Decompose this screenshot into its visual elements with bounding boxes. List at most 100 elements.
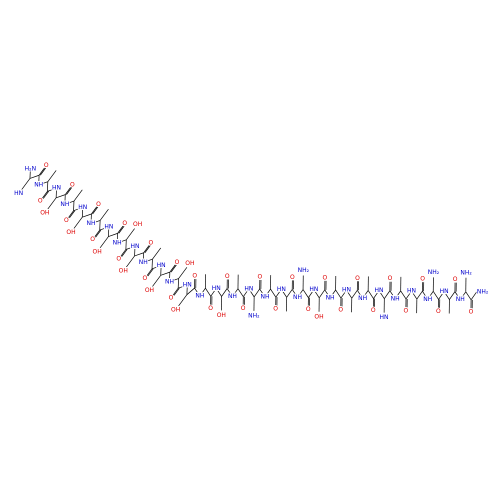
bond: [373, 290, 380, 299]
bond: [38, 181, 48, 186]
bond: [346, 289, 353, 299]
bond: [221, 288, 228, 297]
carbonyl-bond: [169, 264, 176, 273]
bond: [459, 291, 467, 300]
bond: [438, 291, 445, 300]
bond: [237, 288, 244, 297]
bond: [270, 288, 277, 298]
carbonyl-bond: [120, 249, 127, 257]
bond: [313, 289, 320, 298]
bond: [178, 284, 188, 289]
bond: [281, 289, 287, 298]
bond: [335, 289, 342, 299]
bond: [454, 291, 461, 300]
amine-label: HN: [309, 286, 318, 293]
side-chain-bond: [47, 197, 57, 210]
bond: [394, 290, 401, 300]
side-chain-label: HN: [380, 314, 389, 321]
side-chain-label: OH: [133, 221, 142, 228]
carbonyl-bond: [69, 210, 76, 219]
oxygen-label: O: [116, 256, 121, 263]
oxygen-label: O: [306, 306, 311, 313]
bond: [400, 290, 407, 300]
bond: [367, 290, 374, 299]
oxygen-label: O: [323, 274, 328, 281]
carbonyl-bond: [38, 167, 45, 176]
bond: [232, 288, 239, 297]
oxygen-label: O: [338, 307, 343, 314]
bond: [90, 220, 101, 224]
amine-label: NH: [326, 294, 335, 301]
side-chain-bond: [178, 294, 188, 307]
bond: [291, 289, 298, 298]
oxygen-label: O: [122, 220, 127, 227]
bond: [422, 290, 428, 300]
bond: [340, 289, 347, 299]
bond: [117, 239, 127, 244]
side-chain-bond: [152, 247, 162, 260]
bond: [210, 288, 217, 297]
side-chain-bond: [125, 255, 135, 268]
carbonyl-bond: [66, 187, 73, 195]
side-chain-label: NH₂: [460, 269, 472, 276]
side-chain-bond: [73, 216, 83, 229]
amine-label: HN: [104, 223, 113, 230]
amine-label: HN: [130, 243, 139, 250]
side-chain-label: OH: [145, 287, 154, 294]
amine-label: HN: [244, 285, 253, 292]
carbonyl-bond: [94, 229, 101, 238]
amine-label: HN: [183, 282, 192, 289]
bond: [134, 252, 144, 257]
bond: [389, 290, 396, 300]
amine-label: NH: [228, 293, 237, 300]
oxygen-label: O: [371, 307, 376, 314]
bond: [194, 287, 201, 297]
bond: [169, 278, 179, 283]
carbonyl-bond: [91, 206, 98, 215]
side-chain-label: OH: [119, 268, 128, 275]
bond: [64, 200, 75, 205]
bond: [56, 194, 66, 199]
amine-label: HN: [440, 288, 449, 295]
side-chain-label: OH: [40, 210, 49, 217]
bond: [427, 291, 434, 300]
oxygen-label: O: [403, 307, 408, 314]
bond: [143, 258, 153, 263]
side-chain-label: NH₂: [298, 267, 310, 274]
bond: [47, 187, 57, 192]
oxygen-label: O: [420, 276, 425, 283]
side-chain-label: NH₂: [248, 312, 260, 319]
amine-label: NH: [391, 295, 400, 302]
bond: [125, 245, 136, 250]
amine-label: NH: [113, 240, 122, 247]
bond: [324, 289, 331, 299]
bond: [186, 287, 195, 295]
bond: [351, 290, 358, 299]
amine-label: NH: [60, 201, 69, 208]
amine-label: NH: [139, 259, 148, 266]
bond: [82, 213, 92, 218]
amine-label: HN: [212, 285, 221, 292]
carbonyl-bond: [172, 288, 179, 296]
oxygen-label: O: [143, 275, 148, 282]
side-chain-bond: [125, 228, 135, 241]
bond: [108, 233, 118, 237]
oxygen-label: O: [241, 305, 246, 312]
oxygen-label: O: [192, 273, 197, 280]
oxygen-label: O: [90, 236, 95, 243]
amine-label: H₂N: [25, 165, 36, 172]
oxygen-label: O: [273, 306, 278, 313]
carbonyl-bond: [95, 229, 102, 238]
amine-label: HN: [407, 288, 416, 295]
carbonyl-bond: [147, 268, 154, 277]
amine-label: NH: [293, 294, 302, 301]
bond: [432, 291, 439, 300]
bond: [384, 290, 391, 299]
bond: [259, 288, 266, 298]
oxygen-label: O: [38, 198, 43, 205]
bond: [248, 288, 255, 298]
c-terminus-label: NH₂: [477, 288, 489, 295]
oxygen-label: O: [175, 259, 180, 266]
bond: [286, 289, 293, 298]
